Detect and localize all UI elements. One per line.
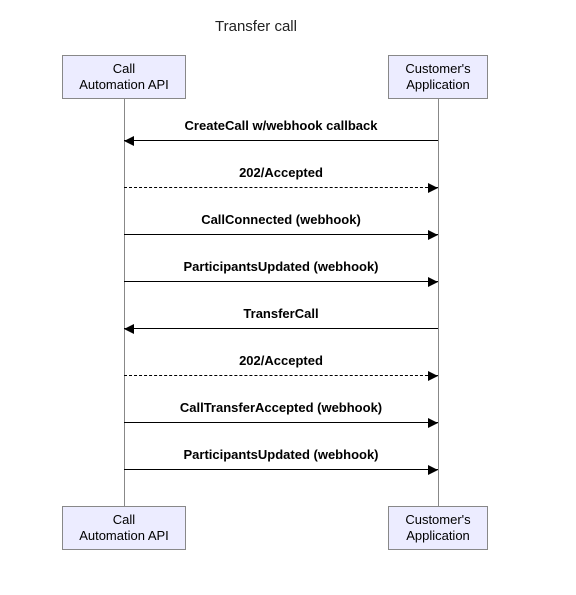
participant-bottom-customers-application: Customer's Application <box>388 506 488 550</box>
message-label: TransferCall <box>131 306 431 321</box>
diagram-title: Transfer call <box>215 18 297 35</box>
arrow-head-icon <box>124 136 134 146</box>
arrow-head-icon <box>428 277 438 287</box>
message-arrow <box>124 375 438 376</box>
message-label: ParticipantsUpdated (webhook) <box>131 259 431 274</box>
message-label: CreateCall w/webhook callback <box>131 118 431 133</box>
arrow-head-icon <box>428 465 438 475</box>
arrow-head-icon <box>428 183 438 193</box>
message-arrow <box>124 281 438 282</box>
arrow-head-icon <box>428 230 438 240</box>
arrow-head-icon <box>124 324 134 334</box>
message-arrow <box>124 187 438 188</box>
message-label: ParticipantsUpdated (webhook) <box>131 447 431 462</box>
message-arrow <box>124 234 438 235</box>
arrow-head-icon <box>428 418 438 428</box>
lifeline-call-automation-api <box>124 99 125 506</box>
participant-bottom-call-automation-api: Call Automation API <box>62 506 186 550</box>
participant-top-call-automation-api: Call Automation API <box>62 55 186 99</box>
participant-top-customers-application: Customer's Application <box>388 55 488 99</box>
message-arrow <box>124 422 438 423</box>
message-arrow <box>124 328 438 329</box>
message-arrow <box>124 140 438 141</box>
sequence-diagram: Transfer call Call Automation API Call Au… <box>0 0 576 595</box>
message-label: 202/Accepted <box>131 165 431 180</box>
arrow-head-icon <box>428 371 438 381</box>
message-label: CallConnected (webhook) <box>131 212 431 227</box>
lifeline-customers-application <box>438 99 439 506</box>
message-label: 202/Accepted <box>131 353 431 368</box>
message-arrow <box>124 469 438 470</box>
message-label: CallTransferAccepted (webhook) <box>131 400 431 415</box>
